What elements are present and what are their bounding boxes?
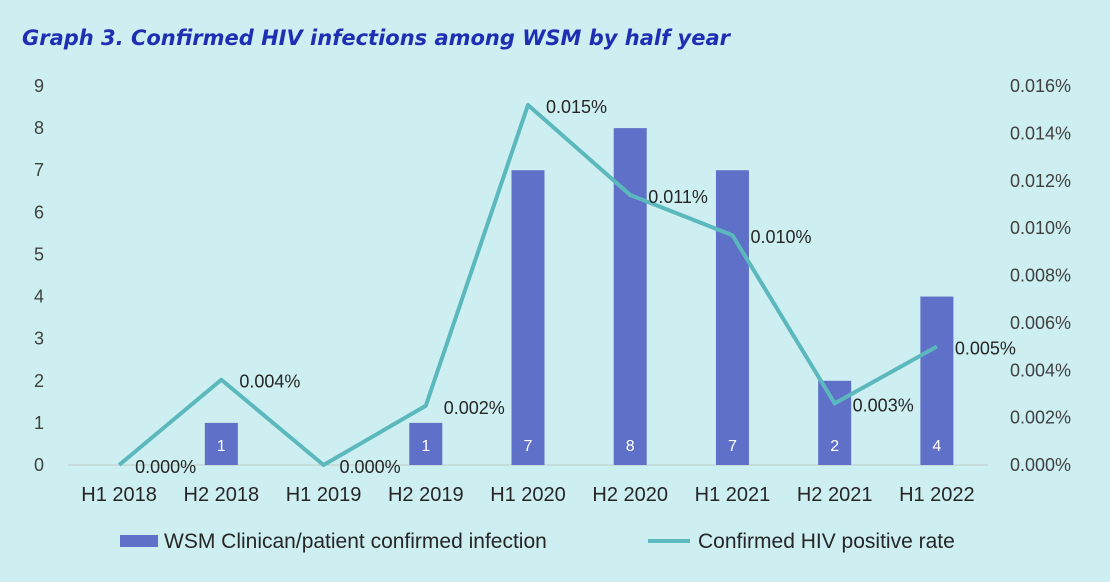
y-left-tick-label: 4: [34, 287, 44, 307]
legend-bar-label: WSM Clinican/patient confirmed infection: [164, 530, 547, 553]
bar-data-label: 8: [626, 438, 635, 455]
series-line-positive-rate: [117, 102, 938, 467]
y-left-tick-label: 8: [34, 118, 44, 138]
line-data-label: 0.004%: [239, 372, 300, 392]
bar-data-label: 1: [217, 438, 226, 455]
bar-data-label: 1: [421, 438, 430, 455]
y-right-tick-label: 0.008%: [1010, 266, 1071, 286]
x-tick-label: H1 2021: [695, 484, 771, 506]
bar: [204, 422, 238, 465]
bar: [920, 296, 954, 465]
y-left-tick-label: 1: [34, 413, 44, 433]
x-tick-label: H1 2018: [81, 484, 157, 506]
line-data-label: 0.002%: [444, 398, 505, 418]
x-tick-label: H2 2018: [184, 484, 260, 506]
x-tick-label: H2 2021: [797, 484, 873, 506]
bar-data-label: 7: [728, 438, 737, 455]
legend-line-label: Confirmed HIV positive rate: [698, 530, 955, 553]
y-right-tick-label: 0.000%: [1010, 455, 1071, 475]
y-left-tick-label: 3: [34, 329, 44, 349]
line-data-label: 0.010%: [750, 227, 811, 247]
x-tick-label: H2 2019: [388, 484, 464, 506]
y-right-tick-label: 0.012%: [1010, 171, 1071, 191]
x-tick-label: H1 2020: [490, 484, 566, 506]
y-right-tick-label: 0.004%: [1010, 360, 1071, 380]
line-data-label: 0.011%: [648, 187, 708, 207]
x-tick-label: H1 2022: [899, 484, 975, 506]
bar-data-label: 2: [830, 438, 839, 455]
bar: [715, 170, 749, 465]
y-left-tick-label: 0: [34, 455, 44, 475]
bar: [613, 128, 647, 465]
bar: [409, 422, 443, 465]
line-data-label: 0.000%: [135, 457, 196, 477]
chart-title: Graph 3. Confirmed HIV infections among …: [22, 26, 730, 50]
y-left-tick-label: 2: [34, 371, 44, 391]
bar-data-label: 4: [932, 438, 941, 455]
y-left-tick-label: 5: [34, 244, 44, 264]
bar: [818, 380, 852, 465]
line-data-label: 0.003%: [853, 395, 914, 415]
y-left-tick-label: 9: [34, 76, 44, 96]
line-data-label: 0.005%: [955, 339, 1016, 359]
y-right-tick-label: 0.002%: [1010, 408, 1071, 428]
y-left-tick-label: 7: [34, 160, 44, 180]
y-right-tick-label: 0.010%: [1010, 218, 1071, 238]
legend-bar-swatch: [120, 535, 158, 547]
x-tick-label: H1 2019: [286, 484, 362, 506]
y-right-tick-label: 0.016%: [1010, 76, 1071, 96]
y-left-tick-label: 6: [34, 202, 44, 222]
x-tick-label: H2 2020: [592, 484, 668, 506]
line-data-label: 0.000%: [340, 457, 401, 477]
y-right-tick-label: 0.006%: [1010, 313, 1071, 333]
line-data-label: 0.015%: [546, 97, 607, 117]
bar-data-label: 7: [524, 438, 533, 455]
bar: [511, 170, 545, 465]
y-right-tick-label: 0.014%: [1010, 123, 1071, 143]
